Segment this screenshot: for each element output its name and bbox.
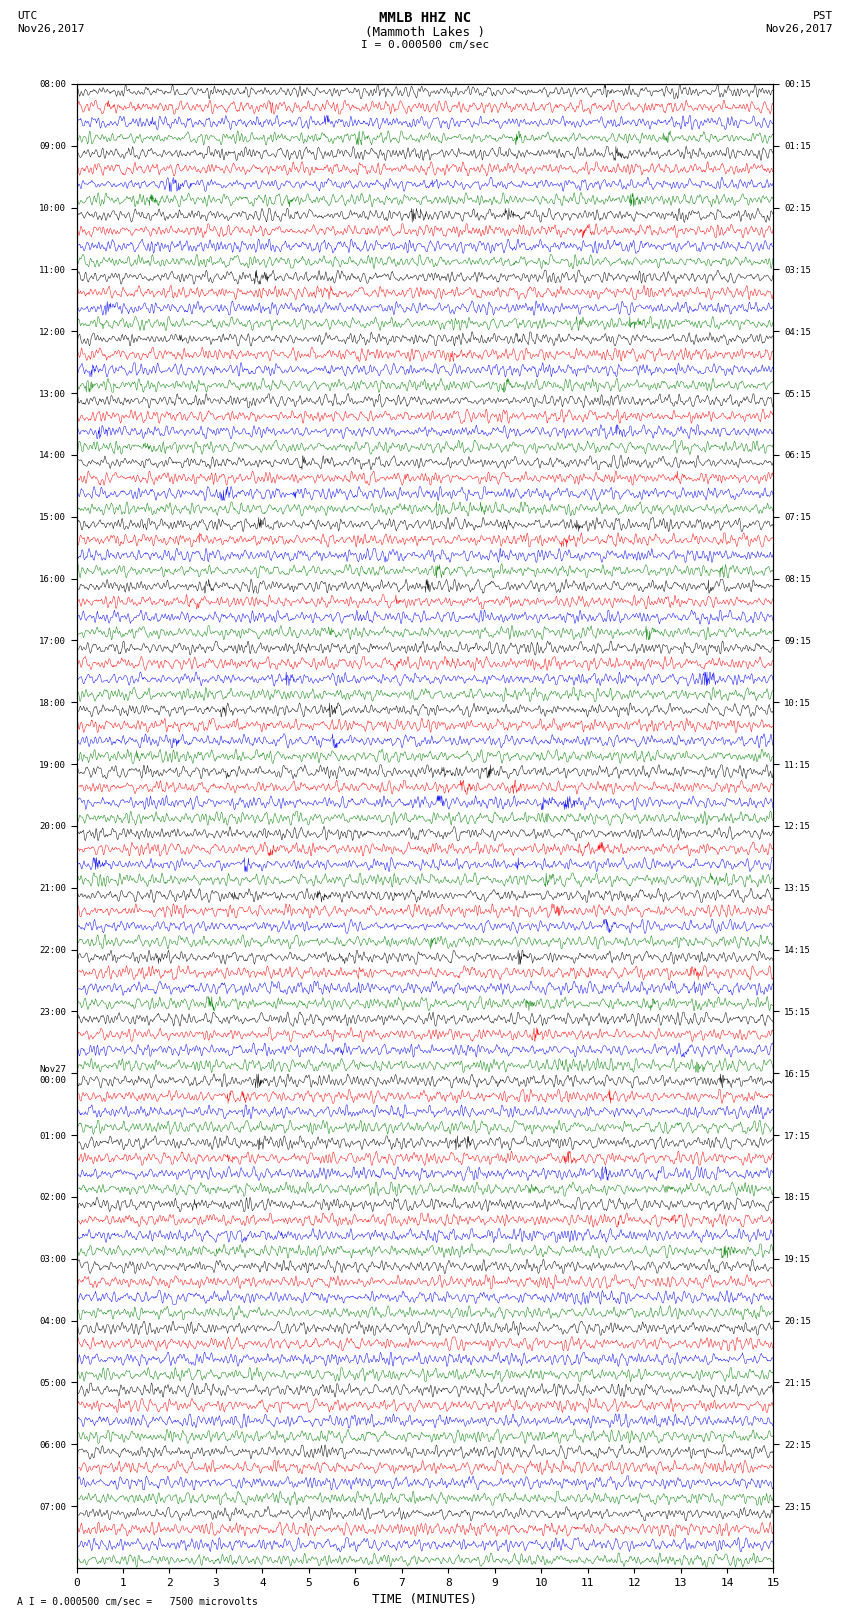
Text: I = 0.000500 cm/sec: I = 0.000500 cm/sec <box>361 40 489 50</box>
Text: UTC: UTC <box>17 11 37 21</box>
Text: Nov26,2017: Nov26,2017 <box>766 24 833 34</box>
X-axis label: TIME (MINUTES): TIME (MINUTES) <box>372 1594 478 1607</box>
Text: MMLB HHZ NC: MMLB HHZ NC <box>379 11 471 26</box>
Text: Nov26,2017: Nov26,2017 <box>17 24 84 34</box>
Text: A I = 0.000500 cm/sec =   7500 microvolts: A I = 0.000500 cm/sec = 7500 microvolts <box>17 1597 258 1607</box>
Text: (Mammoth Lakes ): (Mammoth Lakes ) <box>365 26 485 39</box>
Text: PST: PST <box>813 11 833 21</box>
